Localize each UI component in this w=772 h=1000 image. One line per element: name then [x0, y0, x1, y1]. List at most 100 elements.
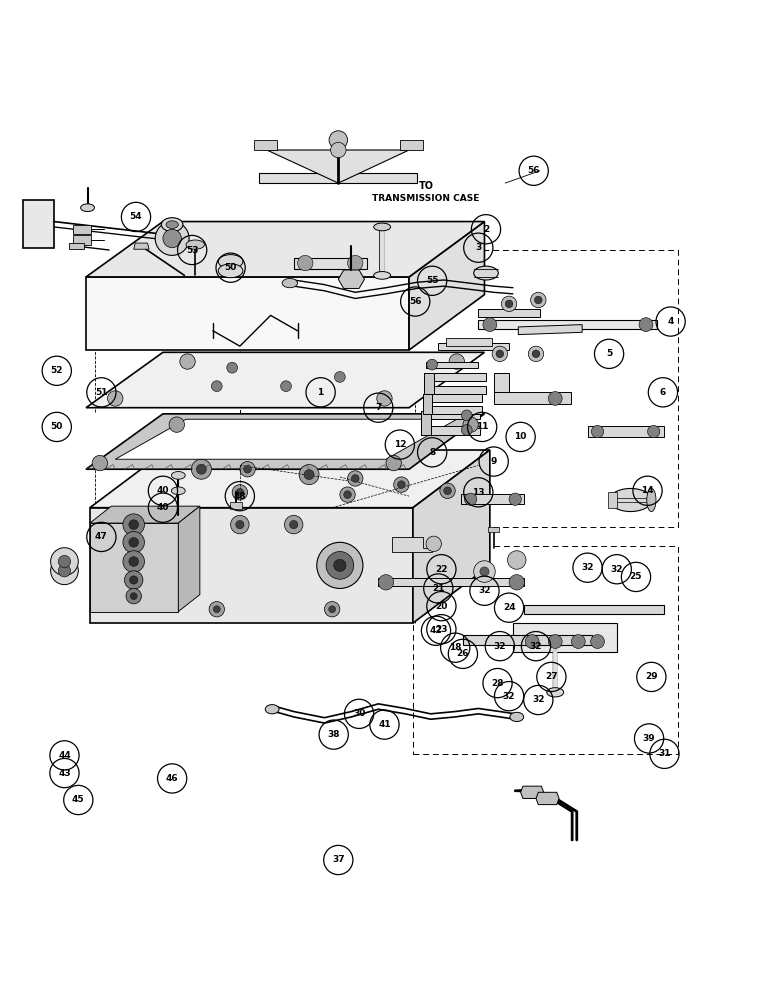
Circle shape: [530, 292, 546, 308]
Circle shape: [155, 222, 189, 255]
Text: 39: 39: [643, 734, 655, 743]
Polygon shape: [425, 386, 486, 394]
Text: 24: 24: [503, 603, 516, 612]
Text: 29: 29: [645, 672, 658, 681]
Polygon shape: [409, 222, 485, 350]
Polygon shape: [293, 258, 367, 269]
Text: 31: 31: [659, 749, 671, 758]
Circle shape: [351, 475, 359, 482]
Polygon shape: [518, 325, 582, 335]
Ellipse shape: [282, 278, 297, 288]
Text: 43: 43: [58, 769, 71, 778]
Polygon shape: [421, 426, 480, 435]
Text: 45: 45: [72, 795, 85, 804]
Circle shape: [334, 559, 346, 572]
Polygon shape: [463, 635, 592, 645]
Circle shape: [534, 296, 542, 304]
Bar: [413, 546, 679, 754]
Circle shape: [280, 381, 291, 392]
Polygon shape: [520, 786, 543, 798]
Circle shape: [329, 131, 347, 149]
Circle shape: [317, 542, 363, 588]
Text: 3: 3: [476, 243, 482, 252]
Text: 32: 32: [532, 695, 544, 704]
Text: 44: 44: [58, 751, 71, 760]
Text: 32: 32: [493, 642, 506, 651]
Polygon shape: [259, 173, 417, 183]
Text: 40: 40: [157, 503, 169, 512]
Polygon shape: [608, 492, 617, 508]
Text: 56: 56: [409, 297, 422, 306]
Circle shape: [227, 362, 238, 373]
Text: 50: 50: [51, 422, 63, 431]
Ellipse shape: [374, 223, 391, 231]
Circle shape: [326, 552, 354, 579]
Text: 53: 53: [186, 246, 198, 255]
Ellipse shape: [374, 272, 391, 279]
Polygon shape: [446, 338, 493, 346]
Polygon shape: [425, 373, 434, 394]
Polygon shape: [86, 277, 409, 350]
Polygon shape: [421, 411, 480, 419]
Ellipse shape: [171, 487, 185, 495]
Text: 12: 12: [394, 440, 406, 449]
Polygon shape: [86, 414, 485, 469]
Circle shape: [231, 515, 249, 534]
Text: 22: 22: [435, 565, 448, 574]
Circle shape: [212, 381, 222, 392]
Text: 32: 32: [478, 586, 491, 595]
Circle shape: [493, 346, 507, 362]
Circle shape: [59, 565, 70, 577]
Text: 20: 20: [435, 602, 448, 611]
Circle shape: [509, 493, 521, 505]
Circle shape: [440, 483, 455, 498]
Polygon shape: [479, 320, 657, 329]
Ellipse shape: [218, 264, 243, 278]
Circle shape: [129, 557, 138, 566]
Circle shape: [483, 318, 496, 332]
Text: 13: 13: [472, 488, 485, 497]
Polygon shape: [230, 502, 242, 509]
Circle shape: [591, 635, 604, 648]
Polygon shape: [23, 200, 54, 248]
Circle shape: [126, 588, 141, 604]
Text: 51: 51: [95, 388, 107, 397]
Circle shape: [209, 602, 225, 617]
Circle shape: [344, 491, 351, 498]
Circle shape: [244, 465, 252, 473]
Ellipse shape: [186, 240, 205, 249]
Circle shape: [123, 551, 144, 572]
Polygon shape: [134, 243, 149, 249]
Circle shape: [426, 536, 442, 552]
Ellipse shape: [474, 266, 498, 280]
Circle shape: [129, 537, 138, 547]
Text: 56: 56: [527, 166, 540, 175]
Text: 1: 1: [317, 388, 323, 397]
Polygon shape: [438, 343, 509, 350]
Text: 32: 32: [503, 692, 516, 701]
Polygon shape: [90, 506, 200, 523]
Circle shape: [284, 515, 303, 534]
Polygon shape: [69, 243, 84, 249]
Circle shape: [509, 575, 524, 590]
Text: TO: TO: [418, 181, 434, 191]
Circle shape: [525, 635, 539, 648]
Circle shape: [427, 359, 438, 370]
Text: 28: 28: [491, 679, 504, 688]
Text: 30: 30: [353, 709, 365, 718]
Text: 7: 7: [375, 403, 381, 412]
Circle shape: [398, 481, 405, 488]
Text: 38: 38: [327, 730, 340, 739]
Text: 10: 10: [514, 432, 527, 441]
Polygon shape: [425, 373, 486, 381]
Polygon shape: [254, 140, 277, 150]
Circle shape: [548, 635, 562, 648]
Circle shape: [474, 561, 495, 582]
Circle shape: [290, 520, 298, 529]
Polygon shape: [587, 426, 665, 437]
Polygon shape: [392, 537, 432, 552]
Ellipse shape: [161, 218, 183, 232]
Polygon shape: [489, 527, 499, 532]
Text: 27: 27: [545, 672, 557, 681]
Polygon shape: [338, 270, 364, 288]
